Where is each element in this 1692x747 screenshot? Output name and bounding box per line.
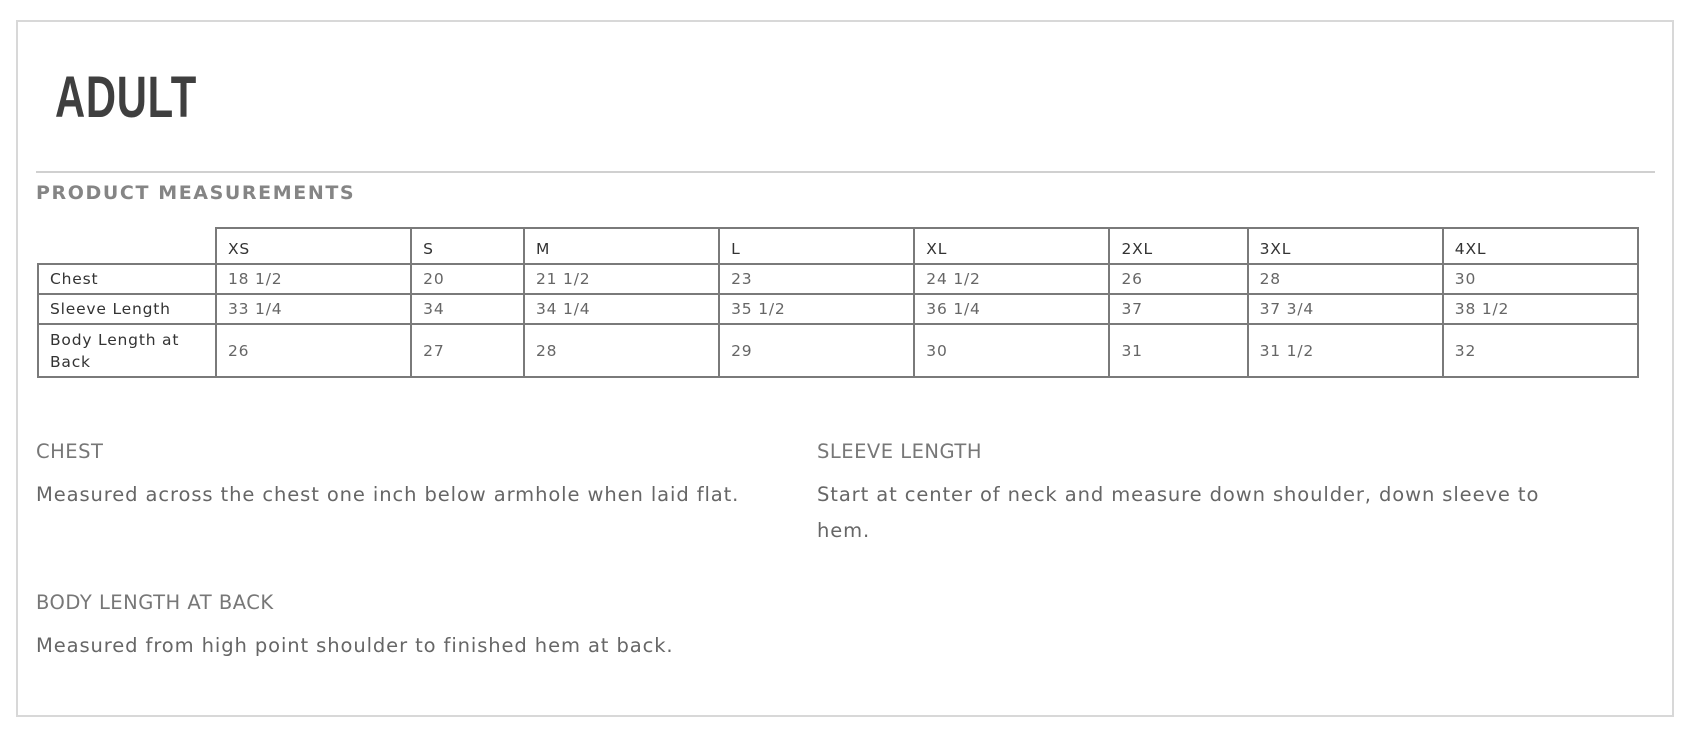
size-header: XL [913, 227, 1111, 265]
size-header: S [410, 227, 525, 265]
measurement-cell: 20 [410, 263, 525, 295]
row-label: Sleeve Length [37, 293, 217, 325]
measurement-cell: 23 [718, 263, 916, 295]
size-header: M [522, 227, 721, 265]
sleeve-description: SLEEVE LENGTH Start at center of neck an… [817, 440, 1557, 549]
size-header: L [718, 227, 916, 265]
corner-cell [38, 228, 217, 265]
body-length-heading: BODY LENGTH AT BACK [36, 591, 274, 614]
measurement-cell: 37 [1108, 293, 1249, 325]
header-row: XS S M L XL 2XL 3XL 4XL [38, 227, 1640, 265]
page-title: ADULT [55, 65, 197, 130]
chest-heading: CHEST [36, 440, 104, 463]
measurement-cell: 30 [913, 323, 1111, 378]
measurement-cell: 34 [410, 293, 525, 325]
measurement-cell: 37 3/4 [1246, 293, 1444, 325]
measurement-cell: 36 1/4 [913, 293, 1111, 325]
measurement-cell: 30 [1441, 263, 1640, 295]
size-header: 4XL [1441, 227, 1640, 265]
divider [36, 171, 1655, 173]
row-label: Body Length at Back [37, 323, 217, 378]
chest-description: CHEST Measured across the chest one inch… [36, 440, 796, 513]
measurement-cell: 28 [522, 323, 721, 378]
measurement-cell: 28 [1246, 263, 1444, 295]
sleeve-text: Start at center of neck and measure down… [817, 483, 1540, 542]
chest-text: Measured across the chest one inch below… [36, 483, 740, 506]
body-length-text: Measured from high point shoulder to fin… [36, 634, 674, 657]
row-label: Chest [37, 263, 217, 295]
size-header: 2XL [1108, 227, 1249, 265]
measurement-cell: 34 1/4 [522, 293, 721, 325]
measurement-cell: 29 [718, 323, 916, 378]
measurement-cell: 26 [214, 323, 413, 378]
measurement-cell: 31 1/2 [1246, 323, 1444, 378]
size-header: 3XL [1246, 227, 1444, 265]
measurement-cell: 27 [410, 323, 525, 378]
measurement-cell: 26 [1108, 263, 1249, 295]
measurements-table: XS S M L XL 2XL 3XL 4XL Chest 18 1/2 20 21 1/2 23 24 … [37, 227, 1640, 378]
measurement-cell: 35 1/2 [718, 293, 916, 325]
size-chart-panel [16, 20, 1674, 717]
section-title: PRODUCT MEASUREMENTS [36, 182, 356, 204]
measurement-cell: 18 1/2 [214, 263, 413, 295]
body-length-description: BODY LENGTH AT BACK Measured from high p… [36, 591, 796, 664]
measurement-cell: 38 1/2 [1441, 293, 1640, 325]
table-row: Body Length at Back 26 27 28 29 30 31 31 1/2 32 [37, 323, 1640, 378]
table-row: Sleeve Length 33 1/4 34 34 1/4 35 1/2 36 1/4 3… [37, 293, 1640, 325]
size-header: XS [214, 227, 413, 265]
measurement-cell: 24 1/2 [913, 263, 1111, 295]
measurement-cell: 31 [1108, 323, 1249, 378]
measurement-cell: 33 1/4 [214, 293, 413, 325]
table-row: Chest 18 1/2 20 21 1/2 23 24 1/2 26 28 30 [37, 263, 1640, 295]
measurement-cell: 32 [1441, 323, 1640, 378]
sleeve-heading: SLEEVE LENGTH [817, 440, 983, 463]
measurement-cell: 21 1/2 [522, 263, 721, 295]
